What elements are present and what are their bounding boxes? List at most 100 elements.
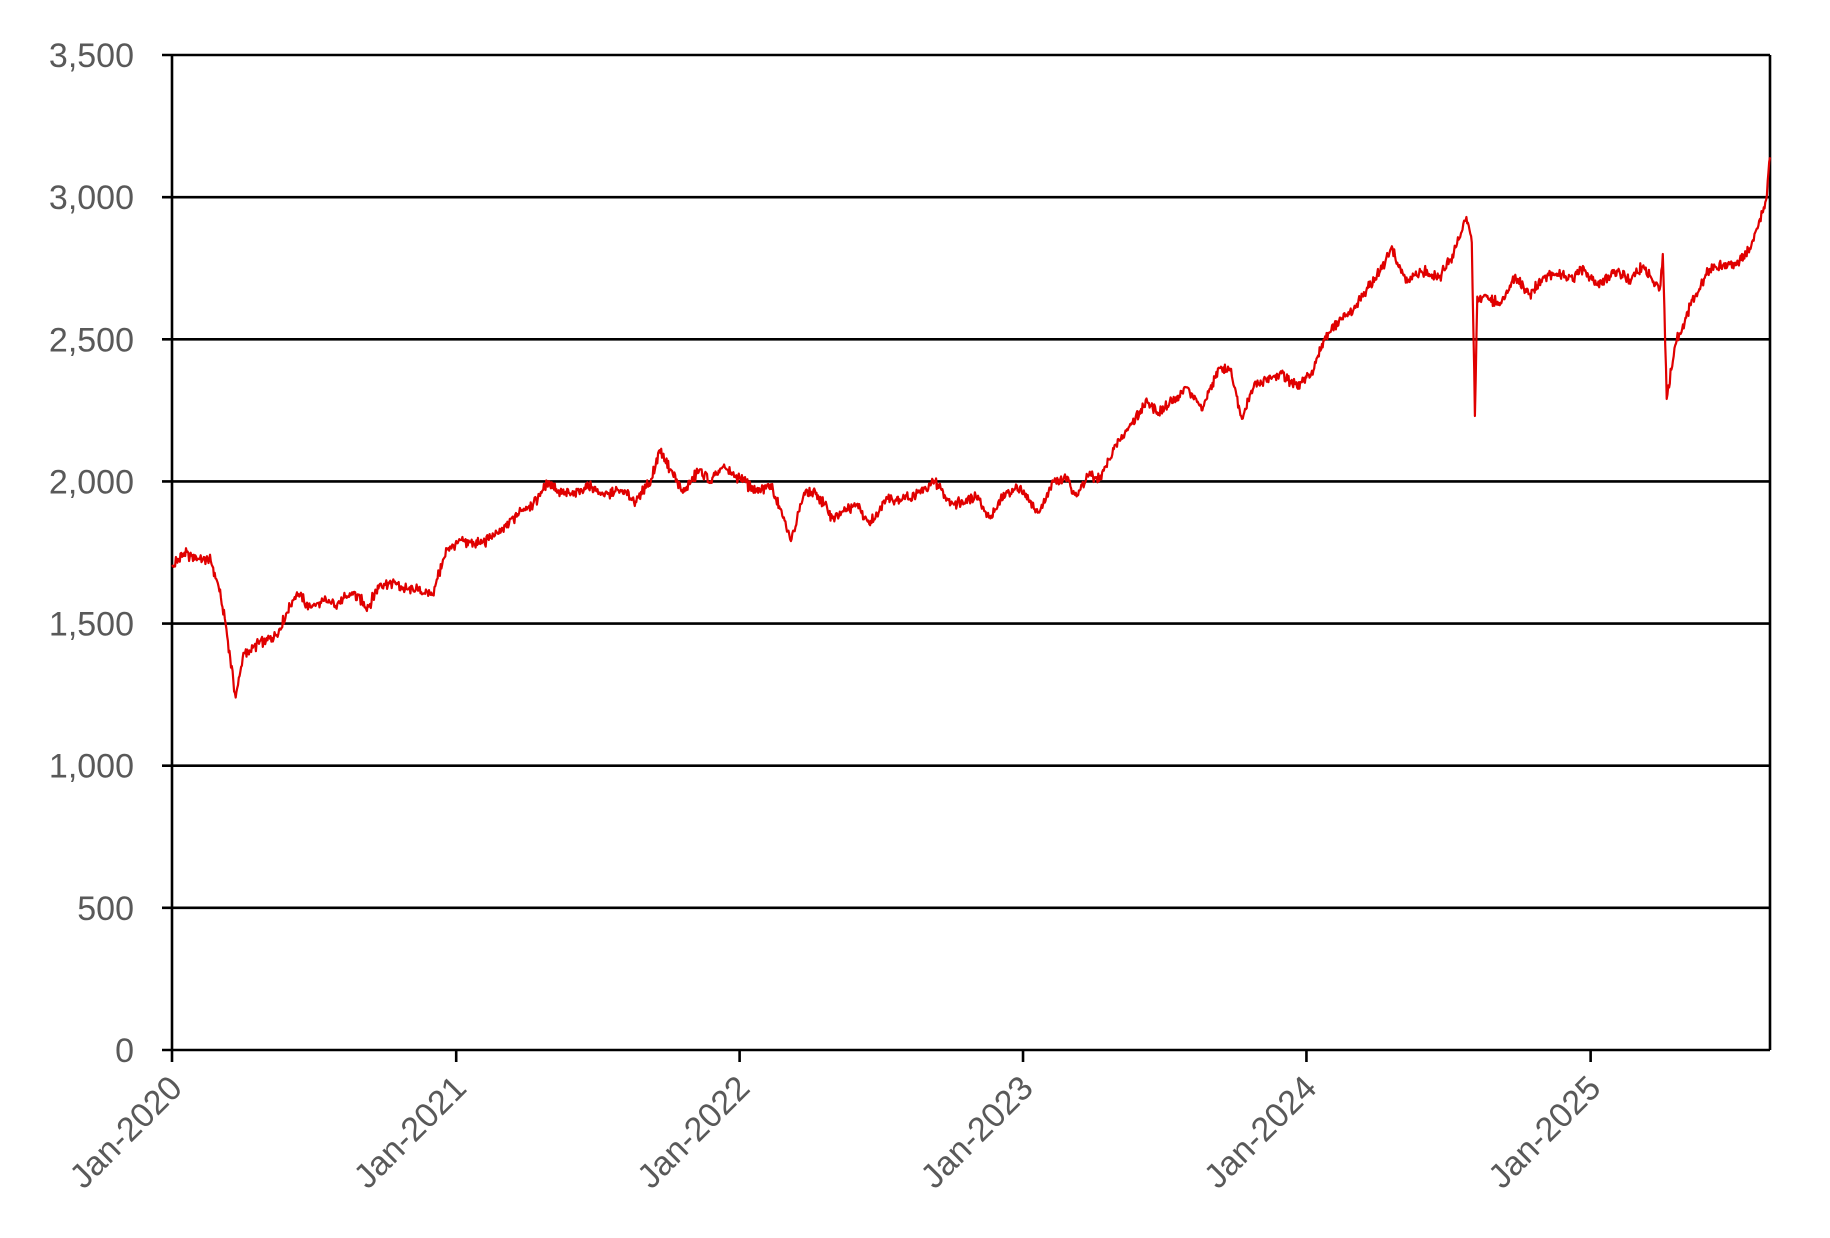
data-point [406, 588, 408, 590]
x-tick-label: Jan-2022 [630, 1069, 757, 1196]
data-point [1557, 273, 1559, 275]
y-axis-tick-labels: 0 500 1,000 1,500 2,000 2,500 3,000 3,500 [49, 37, 134, 1070]
data-point [1201, 409, 1203, 411]
series-layer [171, 156, 1772, 699]
data-point [1662, 253, 1664, 255]
data-point [670, 469, 672, 471]
x-tick-label: Jan-2025 [1481, 1069, 1608, 1196]
data-point [989, 517, 991, 519]
data-point [1019, 486, 1021, 488]
data-point [1642, 264, 1644, 266]
data-point [1241, 418, 1243, 420]
data-point [1654, 284, 1656, 286]
data-point [1471, 241, 1473, 243]
data-point [710, 480, 712, 482]
data-point [1529, 293, 1531, 295]
data-point [351, 591, 353, 593]
data-point [1005, 492, 1007, 494]
y-tick-label: 1,000 [49, 748, 134, 786]
data-point [1340, 318, 1342, 320]
data-point [367, 605, 369, 607]
data-point [519, 509, 521, 511]
data-point [1099, 477, 1101, 479]
data-point [1229, 369, 1231, 371]
data-point [1474, 415, 1476, 417]
data-point [1296, 386, 1298, 388]
data-point [1158, 412, 1160, 414]
data-point [651, 477, 653, 479]
data-point [1659, 284, 1661, 286]
data-point [1367, 287, 1369, 289]
data-point [508, 523, 510, 525]
data-point [1450, 259, 1452, 261]
data-point [242, 657, 244, 659]
data-point [1690, 304, 1692, 306]
axes [162, 55, 1772, 1062]
data-point [336, 603, 338, 605]
data-point [1769, 156, 1771, 158]
data-point [182, 553, 184, 555]
data-point [431, 594, 433, 596]
data-point [658, 449, 660, 451]
y-tick-label: 3,000 [49, 179, 134, 217]
data-point [1053, 480, 1055, 482]
data-point [210, 560, 212, 562]
data-point [1324, 335, 1326, 337]
series-line-0 [171, 157, 1772, 699]
data-point [217, 585, 219, 587]
data-point [548, 480, 550, 482]
data-point [171, 566, 173, 568]
data-point [803, 492, 805, 494]
data-point [1037, 512, 1039, 514]
data-point [815, 492, 817, 494]
data-point [323, 600, 325, 602]
y-tick-label: 500 [77, 890, 134, 928]
data-point [721, 466, 723, 468]
data-point [682, 492, 684, 494]
data-point [1614, 270, 1616, 272]
data-point [1406, 281, 1408, 283]
data-point [1674, 344, 1676, 346]
y-tick-label: 2,500 [49, 321, 134, 359]
data-point [1757, 224, 1759, 226]
data-point [195, 556, 197, 558]
data-point [738, 477, 740, 479]
data-point [840, 512, 842, 514]
x-tick-label: Jan-2020 [63, 1069, 190, 1196]
data-point [1379, 270, 1381, 272]
data-point [1666, 398, 1668, 400]
data-point [903, 497, 905, 499]
data-point [1513, 276, 1515, 278]
data-point [1423, 270, 1425, 272]
data-point [479, 543, 481, 545]
data-point [235, 696, 237, 698]
data-point [770, 483, 772, 485]
data-point [1265, 378, 1267, 380]
data-point [394, 583, 396, 585]
data-point [1765, 199, 1767, 201]
data-point [757, 492, 759, 494]
data-point [1352, 310, 1354, 312]
data-point [1542, 276, 1544, 278]
data-point [915, 494, 917, 496]
x-axis-tick-labels: Jan-2020 Jan-2021 Jan-2022 Jan-2023 Jan-2024… [63, 1069, 1609, 1196]
data-point [308, 605, 310, 607]
data-point [462, 540, 464, 542]
data-point [1390, 247, 1392, 249]
data-point [961, 500, 963, 502]
data-point [559, 492, 561, 494]
y-tick-label: 2,000 [49, 463, 134, 501]
data-point [784, 520, 786, 522]
data-point [1465, 216, 1467, 218]
data-point [379, 583, 381, 585]
data-point [1076, 494, 1078, 496]
data-point [289, 605, 291, 607]
data-point [1457, 239, 1459, 241]
gridlines [162, 53, 1770, 910]
data-point [1476, 295, 1478, 297]
data-point [446, 549, 448, 551]
data-point [1086, 475, 1088, 477]
x-tick-label: Jan-2021 [347, 1069, 474, 1196]
